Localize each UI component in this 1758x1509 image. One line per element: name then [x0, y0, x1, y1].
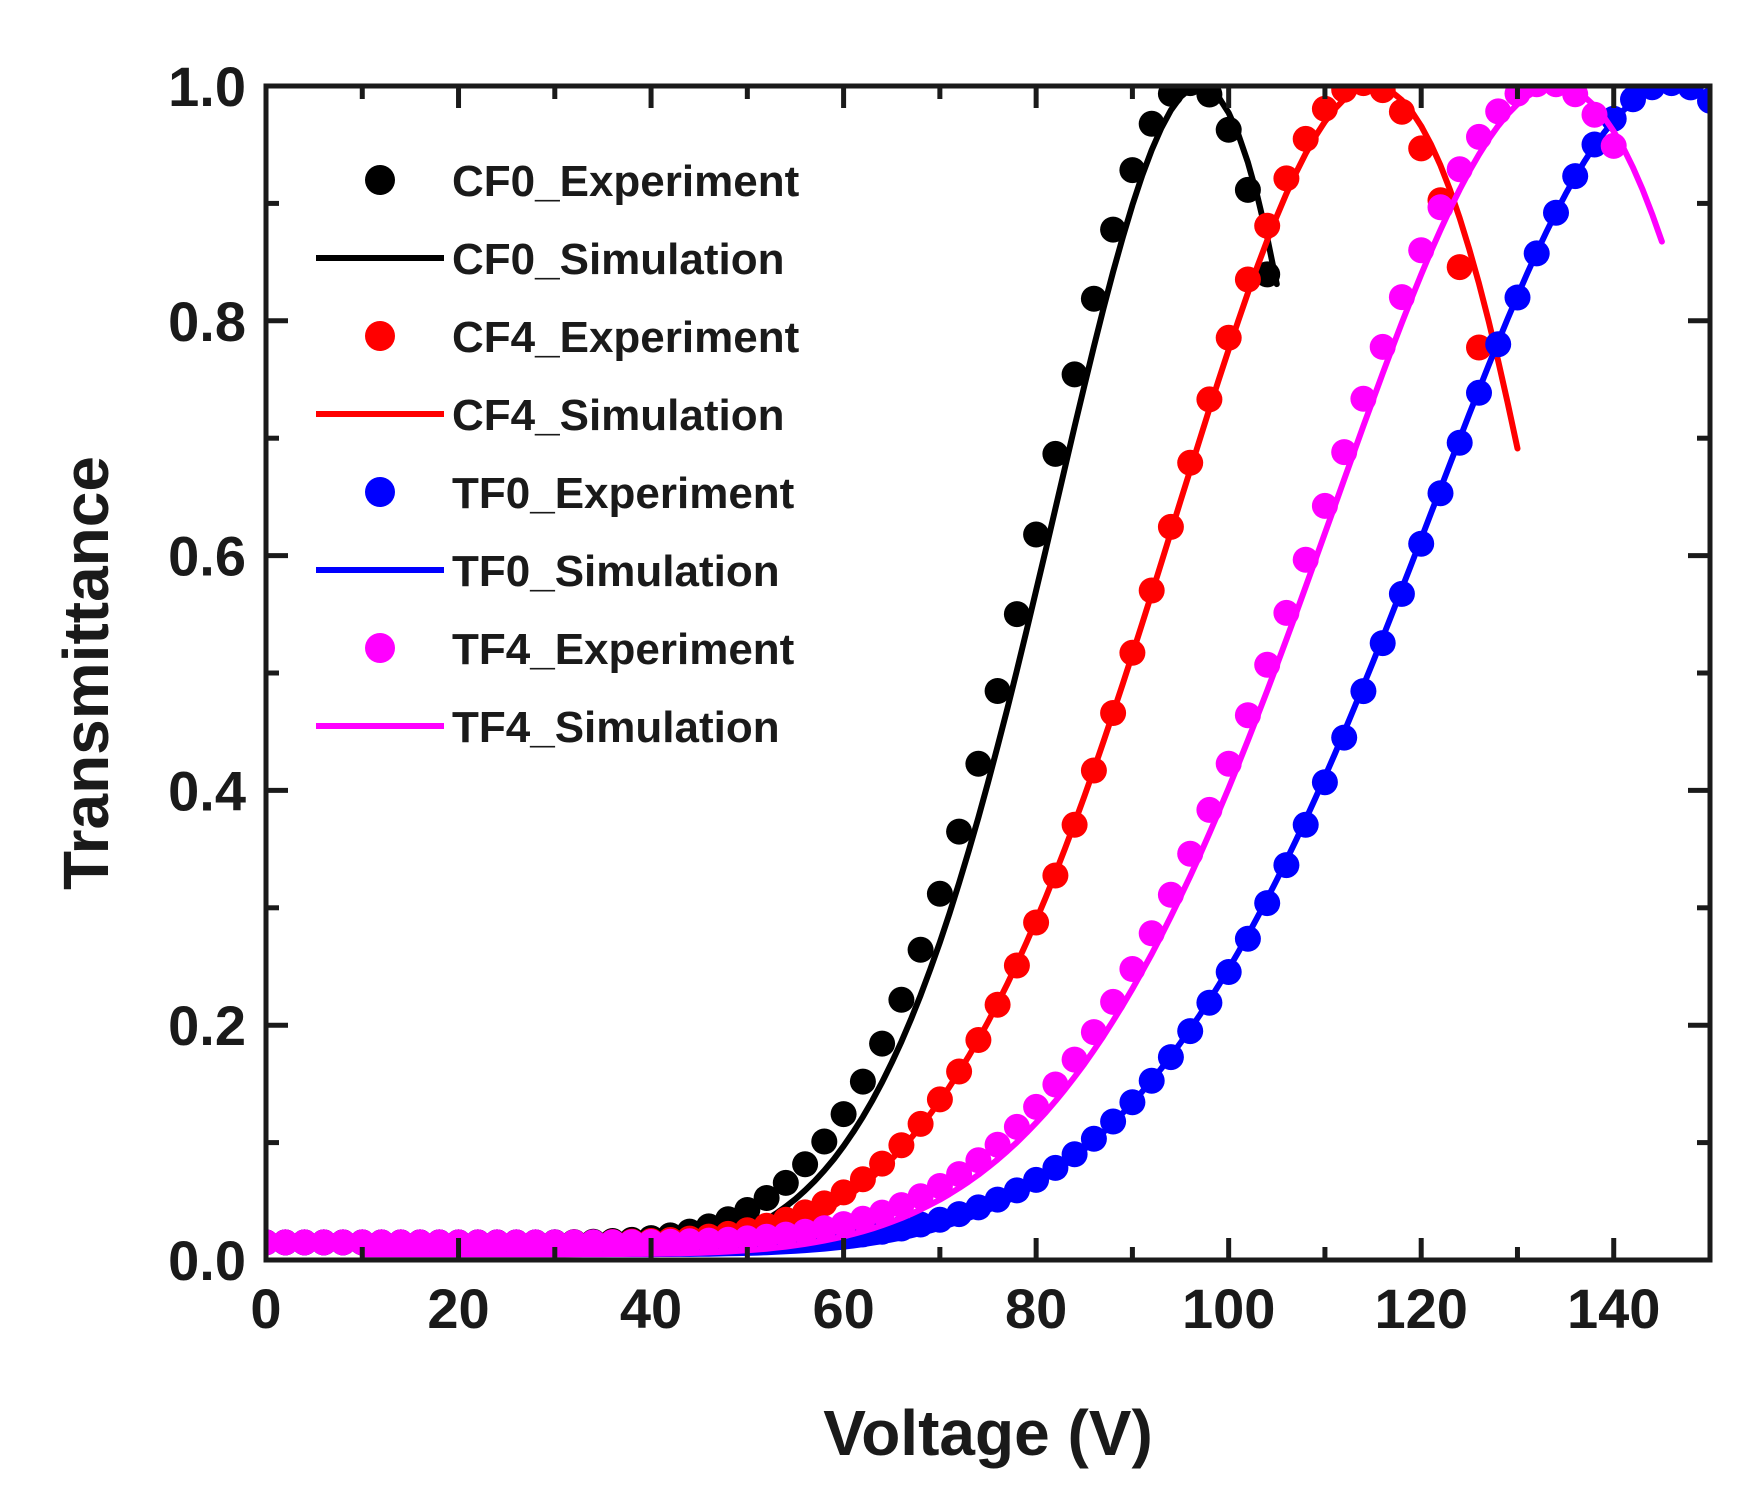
data-point: [888, 986, 915, 1013]
data-point: [984, 678, 1011, 704]
data-point: [1080, 285, 1107, 312]
data-point: [907, 936, 934, 963]
data-point: [426, 1229, 453, 1256]
legend-label: TF4_Experiment: [452, 625, 795, 674]
legend-marker: [365, 633, 395, 663]
data-point: [1581, 101, 1608, 128]
data-point: [1061, 361, 1088, 388]
y-tick-label: 0.2: [168, 994, 246, 1057]
data-point: [676, 1228, 703, 1255]
data-point: [715, 1226, 742, 1253]
data-point: [946, 818, 973, 845]
legend-marker: [365, 477, 395, 507]
x-tick-label: 80: [1005, 1277, 1067, 1340]
legend-label: TF0_Simulation: [452, 547, 780, 596]
data-point: [811, 1215, 838, 1242]
legend-label: CF0_Simulation: [452, 235, 785, 284]
x-tick-label: 60: [812, 1277, 874, 1340]
data-point: [849, 1068, 876, 1095]
data-point: [368, 1229, 395, 1256]
y-tick-label: 1.0: [168, 55, 246, 118]
x-tick-label: 100: [1182, 1277, 1275, 1340]
data-layer: [266, 86, 1710, 1258]
legend-item-tf0-experiment: TF0_Experiment: [365, 469, 795, 518]
data-point: [407, 1229, 433, 1256]
data-point: [869, 1030, 896, 1057]
legend-label: TF0_Experiment: [452, 469, 795, 518]
data-point: [907, 1183, 934, 1210]
legend-item-cf0-simulation: CF0_Simulation: [316, 235, 785, 284]
data-point: [599, 1229, 626, 1256]
data-point: [1100, 216, 1127, 243]
data-point: [965, 750, 992, 777]
data-point: [657, 1228, 684, 1255]
x-tick-label: 20: [427, 1277, 489, 1340]
x-tick-label: 40: [620, 1277, 682, 1340]
x-tick-label: 120: [1374, 1277, 1467, 1340]
y-tick-label: 0.0: [168, 1229, 246, 1292]
data-point: [792, 1218, 819, 1245]
legend-label: CF0_Experiment: [452, 157, 800, 206]
x-tick-label: 140: [1567, 1277, 1660, 1340]
data-point: [1446, 254, 1473, 281]
data-point: [330, 1229, 356, 1256]
x-tick-label: 0: [250, 1277, 281, 1340]
y-tick-label: 0.8: [168, 290, 246, 353]
data-point: [792, 1151, 819, 1178]
legend-marker: [365, 321, 395, 351]
legend-marker: [365, 165, 395, 195]
series-line-tf4-simulation: [359, 86, 1665, 1258]
data-point: [618, 1229, 645, 1256]
legend-label: CF4_Simulation: [452, 391, 785, 440]
y-axis-title: Transmittance: [50, 456, 122, 890]
legend-item-cf4-simulation: CF4_Simulation: [316, 391, 785, 440]
data-point: [830, 1179, 857, 1206]
legend-label: TF4_Simulation: [452, 703, 780, 752]
legend: CF0_Experiment CF0_Simulation CF4_Experime…: [316, 157, 800, 752]
data-point: [753, 1223, 780, 1250]
data-point: [830, 1101, 857, 1128]
legend-item-tf4-experiment: TF4_Experiment: [365, 625, 795, 674]
data-point: [869, 1150, 896, 1177]
data-point: [811, 1128, 838, 1155]
data-point: [272, 1229, 299, 1256]
data-point: [291, 1229, 318, 1256]
legend-item-tf4-simulation: TF4_Simulation: [316, 703, 780, 752]
legend-item-tf0-simulation: TF0_Simulation: [316, 547, 780, 596]
data-point: [1042, 440, 1069, 467]
data-point: [734, 1197, 761, 1223]
data-point: [349, 1229, 376, 1256]
data-point: [561, 1229, 588, 1256]
data-point: [580, 1229, 607, 1256]
data-point: [772, 1169, 799, 1196]
data-point: [541, 1229, 568, 1256]
data-point: [772, 1221, 799, 1248]
legend-item-cf4-experiment: CF4_Experiment: [365, 313, 800, 362]
data-point: [387, 1229, 414, 1256]
legend-item-cf0-experiment: CF0_Experiment: [365, 157, 800, 206]
data-point: [753, 1185, 780, 1211]
data-point: [1023, 521, 1050, 548]
x-axis-title: Voltage (V): [823, 1397, 1153, 1469]
data-point: [734, 1225, 761, 1252]
data-point: [849, 1166, 876, 1193]
series-points-tf4-experiment: [266, 86, 1627, 1256]
data-point: [464, 1229, 491, 1256]
data-point: [926, 880, 953, 907]
data-point: [1331, 86, 1358, 103]
data-point: [1003, 601, 1030, 628]
data-point: [522, 1229, 549, 1256]
axes-layer: 0 20 40 60 80 100 120 140 0.0 0.2 0.4 0.6 0.8 1.0: [168, 55, 1710, 1340]
y-tick-label: 0.4: [168, 759, 246, 822]
data-point: [695, 1227, 722, 1254]
data-point: [310, 1229, 337, 1256]
data-point: [503, 1229, 530, 1256]
y-tick-label: 0.6: [168, 525, 246, 588]
data-point: [1466, 334, 1492, 361]
data-point: [484, 1229, 510, 1256]
legend-label: CF4_Experiment: [452, 313, 800, 362]
